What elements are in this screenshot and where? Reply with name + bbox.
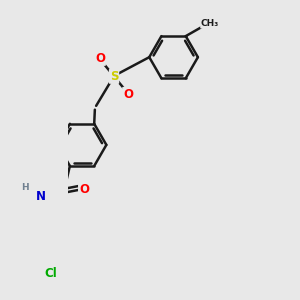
Text: O: O [79,183,89,196]
Text: O: O [123,88,133,101]
Text: H: H [21,183,28,192]
Text: Cl: Cl [44,267,57,280]
Text: S: S [110,70,118,83]
Text: CH₃: CH₃ [0,201,1,210]
Text: O: O [95,52,105,65]
Text: CH₃: CH₃ [201,19,219,28]
Text: N: N [36,190,46,202]
